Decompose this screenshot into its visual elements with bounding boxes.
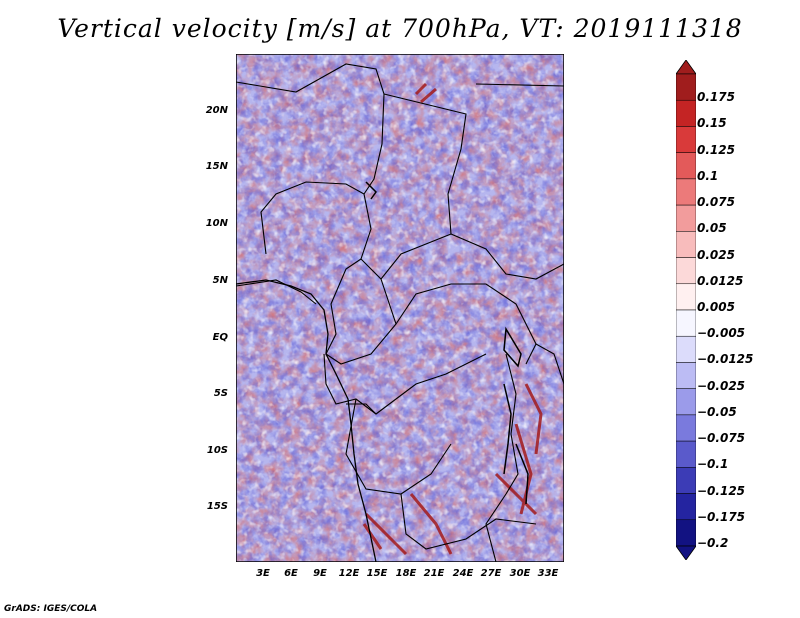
colorbar-tick-label: 0.005 <box>697 300 735 314</box>
lon-label: 33E <box>537 568 559 579</box>
colorbar-segment <box>676 335 696 363</box>
lat-label: 5S <box>213 388 228 399</box>
lon-label: 15E <box>366 568 388 579</box>
colorbar-segment <box>676 126 696 153</box>
colorbar-tick-label: −0.1 <box>697 457 729 472</box>
colorbar-segment <box>676 467 696 494</box>
grads-credit: GrADS: IGES/COLA <box>4 604 98 614</box>
lon-label: 24E <box>452 568 474 579</box>
colorbar-tick-label: −0.125 <box>697 483 746 498</box>
colorbar-segment <box>676 362 696 389</box>
colorbar-segment <box>676 152 696 180</box>
lat-label: 10S <box>206 445 228 456</box>
lon-label: 12E <box>338 568 360 579</box>
lat-label: 15S <box>206 501 228 512</box>
colorbar-tick-label: 0.05 <box>697 221 727 236</box>
lon-label: 9E <box>313 568 327 579</box>
colorbar-segment <box>676 493 696 521</box>
colorbar-segment <box>676 257 696 285</box>
colorbar-tick-label: 0.075 <box>697 195 735 210</box>
colorbar-segment <box>676 440 696 468</box>
lat-label: 10N <box>205 218 228 229</box>
map-plot-area <box>236 54 564 562</box>
colorbar-tick-label: −0.005 <box>697 326 746 341</box>
lon-label: 3E <box>256 568 270 579</box>
colorbar-segment <box>676 178 696 206</box>
colorbar-tick-label: 0.125 <box>697 142 735 157</box>
lat-label: EQ <box>212 332 228 343</box>
colorbar-tick-label: −0.025 <box>697 378 746 393</box>
colorbar-tick-label: −0.075 <box>697 431 746 446</box>
colorbar-tick-label: −0.05 <box>697 404 737 419</box>
colorbar-segment <box>676 204 696 232</box>
colorbar-max-extension <box>676 60 696 75</box>
lon-label: 30E <box>509 568 531 579</box>
colorbar-segment <box>676 519 696 547</box>
colorbar-tick-label: 0.1 <box>697 168 719 183</box>
colorbar-segment <box>676 73 696 101</box>
colorbar-segment <box>676 283 696 311</box>
colorbar-tick-label: 0.0125 <box>697 273 744 288</box>
lat-label: 15N <box>205 161 228 172</box>
colorbar-min-extension <box>676 545 696 560</box>
colorbar-segment <box>676 231 696 258</box>
colorbar-tick-label: −0.2 <box>697 536 729 550</box>
colorbar-segment <box>676 309 696 337</box>
colorbar-tick-label: −0.175 <box>697 509 746 524</box>
colorbar-segment <box>676 414 696 442</box>
lon-label: 27E <box>480 568 502 579</box>
colorbar-tick-label: 0.025 <box>697 247 735 262</box>
lat-label: 5N <box>212 275 228 286</box>
chart-title: Vertical velocity [m/s] at 700hPa, VT: 2… <box>57 14 743 43</box>
vertical-velocity-field <box>236 54 564 562</box>
lon-label: 18E <box>395 568 417 579</box>
colorbar-tick-label: −0.0125 <box>697 352 754 367</box>
colorbar-tick-label: 0.175 <box>697 90 735 105</box>
lat-label: 20N <box>205 105 228 116</box>
colorbar <box>676 60 696 560</box>
colorbar-tick-label: 0.15 <box>697 116 727 131</box>
lon-label: 21E <box>423 568 445 579</box>
lon-label: 6E <box>284 568 298 579</box>
colorbar-segment <box>676 99 696 127</box>
colorbar-segment <box>676 388 696 416</box>
